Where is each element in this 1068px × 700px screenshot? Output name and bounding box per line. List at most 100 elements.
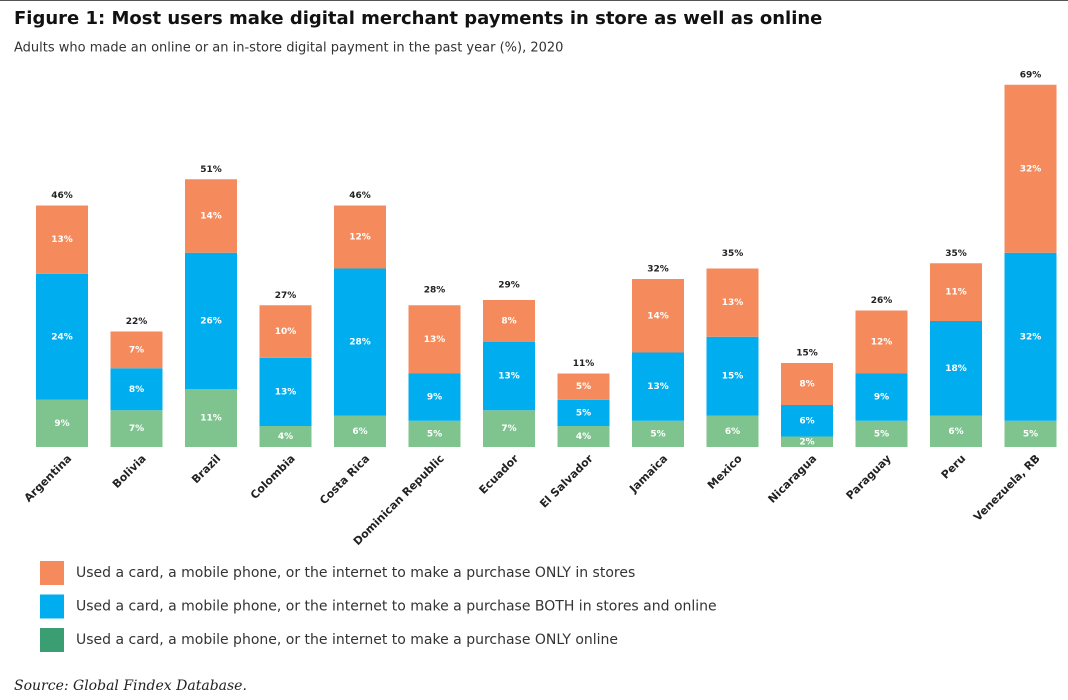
bar-segment xyxy=(557,373,610,400)
total-label: 35% xyxy=(945,249,967,259)
bar-segment xyxy=(706,336,759,416)
source: Source: Global Findex Database. xyxy=(14,678,247,694)
bar-segment xyxy=(1004,420,1057,447)
value-label: 5% xyxy=(650,429,665,439)
total-label: 35% xyxy=(722,249,744,259)
bar-segment xyxy=(930,263,982,321)
bar-segment xyxy=(483,410,535,447)
bar-segment xyxy=(632,420,684,447)
bar-segment xyxy=(930,321,982,416)
value-label: 13% xyxy=(722,298,744,308)
legend-swatch xyxy=(40,628,64,652)
value-label: 26% xyxy=(200,317,222,327)
bar-segment xyxy=(334,268,386,416)
value-label: 13% xyxy=(51,235,73,245)
value-label: 5% xyxy=(576,408,591,418)
bar-segment xyxy=(36,399,88,447)
value-label: 15% xyxy=(722,372,744,382)
bar-segment xyxy=(110,410,163,447)
value-label: 7% xyxy=(129,345,144,355)
bar-segment xyxy=(781,436,833,447)
legend-label: Used a card, a mobile phone, or the inte… xyxy=(76,565,635,581)
bar-segment xyxy=(36,205,88,274)
bar-segment xyxy=(930,415,982,447)
bar-segment xyxy=(483,342,535,411)
x-tick-label: Nicaragua xyxy=(766,452,820,506)
bar-segment xyxy=(781,363,833,405)
value-label: 9% xyxy=(54,419,69,429)
value-label: 14% xyxy=(200,212,222,222)
value-label: 2% xyxy=(799,437,814,447)
chart-subtitle: Adults who made an online or an in-store… xyxy=(14,41,563,56)
value-label: 6% xyxy=(725,427,740,437)
value-label: 7% xyxy=(501,424,516,434)
total-label: 22% xyxy=(126,317,148,327)
value-label: 5% xyxy=(576,382,591,392)
bar-segment xyxy=(185,252,237,390)
bar-segment xyxy=(185,179,237,253)
bar-segment xyxy=(334,415,386,447)
legend-label: Used a card, a mobile phone, or the inte… xyxy=(76,632,618,648)
value-label: 5% xyxy=(427,429,442,439)
value-label: 11% xyxy=(945,288,967,298)
total-label: 46% xyxy=(349,191,371,201)
x-tick-label: Venezuela, RB xyxy=(971,452,1043,524)
value-label: 8% xyxy=(799,380,814,390)
total-label: 26% xyxy=(871,296,893,306)
bar-segment xyxy=(408,305,461,374)
total-label: 11% xyxy=(573,359,595,369)
value-label: 5% xyxy=(1023,429,1038,439)
value-label: 18% xyxy=(945,364,967,374)
total-label: 28% xyxy=(424,286,446,296)
value-label: 4% xyxy=(576,432,591,442)
bar-segment xyxy=(110,368,163,411)
value-label: 8% xyxy=(129,385,144,395)
bar-segment xyxy=(185,389,237,447)
value-label: 6% xyxy=(352,427,367,437)
value-label: 12% xyxy=(871,338,893,348)
bar-segment xyxy=(259,305,312,358)
bar-segment xyxy=(259,426,312,447)
total-label: 15% xyxy=(796,349,818,359)
bar-segment xyxy=(855,373,908,421)
bar-segment xyxy=(36,273,88,400)
bar-segment xyxy=(706,415,759,447)
value-label: 13% xyxy=(647,382,669,392)
total-label: 46% xyxy=(51,191,73,201)
x-tick-label: Paraguay xyxy=(844,452,894,502)
value-label: 9% xyxy=(427,393,442,403)
value-label: 8% xyxy=(501,317,516,327)
value-label: 7% xyxy=(129,424,144,434)
bar-segment xyxy=(632,352,684,421)
bar-segment xyxy=(855,420,908,447)
bar-segment xyxy=(408,373,461,421)
total-label: 32% xyxy=(647,265,669,275)
value-label: 5% xyxy=(874,429,889,439)
x-tick-label: Brazil xyxy=(189,452,223,486)
legend-swatch xyxy=(40,594,64,619)
value-label: 11% xyxy=(200,414,222,424)
value-label: 12% xyxy=(349,233,371,243)
x-tick-label: Argentina xyxy=(22,452,75,505)
x-tick-label: Colombia xyxy=(248,452,298,502)
value-label: 9% xyxy=(874,393,889,403)
bar-segment xyxy=(781,405,833,437)
bar-segment xyxy=(706,268,759,337)
bar-segment xyxy=(259,357,312,426)
value-label: 10% xyxy=(275,327,297,337)
x-tick-label: Costa Rica xyxy=(317,452,372,507)
bar-segment xyxy=(855,310,908,374)
x-tick-label: Jamaica xyxy=(626,452,670,496)
value-label: 32% xyxy=(1020,332,1042,342)
x-tick-label: El Salvador xyxy=(537,452,596,511)
value-label: 28% xyxy=(349,338,371,348)
total-label: 51% xyxy=(200,165,222,175)
total-label: 27% xyxy=(275,291,297,301)
value-label: 13% xyxy=(424,335,446,345)
legend-label: Used a card, a mobile phone, or the inte… xyxy=(76,599,717,615)
chart-title: Figure 1: Most users make digital mercha… xyxy=(14,8,822,29)
total-label: 69% xyxy=(1020,70,1042,80)
bar-segment xyxy=(408,420,461,447)
value-label: 6% xyxy=(799,416,814,426)
value-label: 4% xyxy=(278,432,293,442)
